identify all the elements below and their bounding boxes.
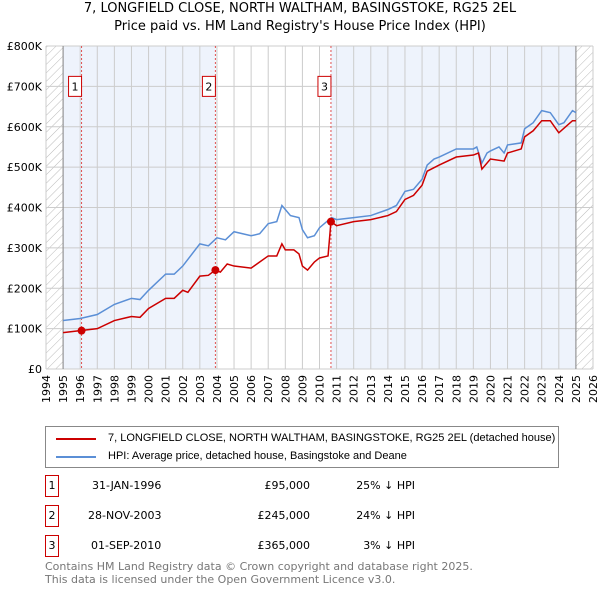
x-tick-label: 2000 bbox=[143, 375, 156, 403]
sale-point bbox=[326, 217, 335, 226]
x-tick-label: 2010 bbox=[314, 375, 327, 403]
sale-marker-label: 1 bbox=[45, 475, 59, 497]
x-tick-label: 2007 bbox=[262, 375, 275, 403]
sale-marker-label: 3 bbox=[45, 535, 59, 557]
x-tick-label: 2018 bbox=[450, 375, 463, 403]
x-tick-label: 2021 bbox=[502, 375, 515, 403]
legend: 7, LONGFIELD CLOSE, NORTH WALTHAM, BASIN… bbox=[45, 426, 559, 468]
property-line bbox=[63, 119, 576, 334]
x-tick-label: 2013 bbox=[365, 375, 378, 403]
hpi-line bbox=[63, 109, 577, 322]
x-tick-label: 1999 bbox=[125, 375, 138, 403]
x-tick-label: 1996 bbox=[74, 375, 87, 403]
x-tick-label: 2011 bbox=[331, 375, 344, 403]
legend-line-hpi bbox=[56, 455, 96, 458]
y-tick-label: £200K bbox=[7, 282, 43, 295]
sale-point bbox=[77, 326, 86, 335]
sale-marker-number: 2 bbox=[205, 80, 212, 93]
legend-line-property bbox=[56, 437, 96, 440]
sale-price: £95,000 bbox=[264, 479, 311, 492]
chart-title: 7, LONGFIELD CLOSE, NORTH WALTHAM, BASIN… bbox=[83, 1, 517, 16]
y-tick-label: £500K bbox=[7, 161, 43, 174]
legend-label-property: 7, LONGFIELD CLOSE, NORTH WALTHAM, BASIN… bbox=[108, 432, 556, 444]
sale-marker-box bbox=[68, 75, 83, 97]
y-tick-label: £100K bbox=[7, 323, 43, 336]
x-tick-label: 2004 bbox=[211, 375, 224, 403]
x-tick-label: 1995 bbox=[57, 375, 70, 403]
legend-label-hpi: HPI: Average price, detached house, Basi… bbox=[108, 450, 407, 462]
sale-hpi: 24% ↓ HPI bbox=[356, 509, 415, 522]
x-tick-label: 2025 bbox=[570, 375, 583, 403]
x-tick-label: 2026 bbox=[587, 375, 600, 403]
x-tick-label: 2001 bbox=[160, 375, 173, 403]
sale-date: 01-SEP-2010 bbox=[91, 539, 162, 552]
sale-marker-number: 1 bbox=[72, 80, 79, 93]
y-tick-label: £300K bbox=[7, 242, 43, 255]
chart: 1994 1995 1996 1997 1998 1999 2000 2001 2002 2003… bbox=[7, 40, 600, 403]
sale-row: 1 31-JAN-1996 £95,000 25% ↓ HPI bbox=[45, 475, 445, 497]
sale-marker-number: 3 bbox=[321, 80, 328, 93]
sale-marker-label: 2 bbox=[45, 505, 59, 527]
y-tick-label: £800K bbox=[7, 40, 43, 53]
y-tick-label: £400K bbox=[7, 202, 43, 215]
chart-subtitle: Price paid vs. HM Land Registry's House … bbox=[114, 19, 486, 34]
sale-date: 28-NOV-2003 bbox=[88, 509, 162, 522]
x-tick-label: 2005 bbox=[228, 375, 241, 403]
x-tick-label: 2017 bbox=[433, 375, 446, 403]
x-tick-label: 2006 bbox=[245, 375, 258, 403]
x-tick-label: 1998 bbox=[108, 375, 121, 403]
y-tick-label: £0 bbox=[28, 363, 42, 376]
x-tick-label: 1997 bbox=[91, 375, 104, 403]
x-tick-label: 1994 bbox=[40, 375, 53, 403]
x-tick-label: 2008 bbox=[279, 375, 292, 403]
x-tick-label: 2019 bbox=[467, 375, 480, 403]
sale-row: 3 01-SEP-2010 £365,000 3% ↓ HPI bbox=[45, 535, 445, 557]
x-tick-label: 2023 bbox=[536, 375, 549, 403]
x-tick-label: 2003 bbox=[194, 375, 207, 403]
x-tick-label: 2024 bbox=[553, 375, 566, 403]
sale-point bbox=[211, 266, 220, 275]
sale-price: £365,000 bbox=[257, 539, 311, 552]
sale-hpi: 3% ↓ HPI bbox=[363, 539, 415, 552]
y-tick-label: £700K bbox=[7, 80, 43, 93]
x-tick-label: 2016 bbox=[416, 375, 429, 403]
sale-hpi: 25% ↓ HPI bbox=[356, 479, 415, 492]
sale-row: 2 28-NOV-2003 £245,000 24% ↓ HPI bbox=[45, 505, 445, 527]
x-tick-label: 2009 bbox=[296, 375, 309, 403]
x-tick-label: 2012 bbox=[348, 375, 361, 403]
sale-price: £245,000 bbox=[257, 509, 311, 522]
footer-copyright: Contains HM Land Registry data © Crown c… bbox=[45, 560, 473, 573]
y-tick-label: £600K bbox=[7, 121, 43, 134]
x-tick-label: 2002 bbox=[177, 375, 190, 403]
x-tick-label: 2022 bbox=[519, 375, 532, 403]
footer-license: This data is licensed under the Open Gov… bbox=[45, 573, 396, 586]
sale-marker-box bbox=[317, 75, 332, 97]
x-tick-label: 2015 bbox=[399, 375, 412, 403]
sale-date: 31-JAN-1996 bbox=[92, 479, 162, 492]
sale-marker-box bbox=[201, 75, 216, 97]
x-tick-label: 2020 bbox=[484, 375, 497, 403]
x-tick-label: 2014 bbox=[382, 375, 395, 403]
